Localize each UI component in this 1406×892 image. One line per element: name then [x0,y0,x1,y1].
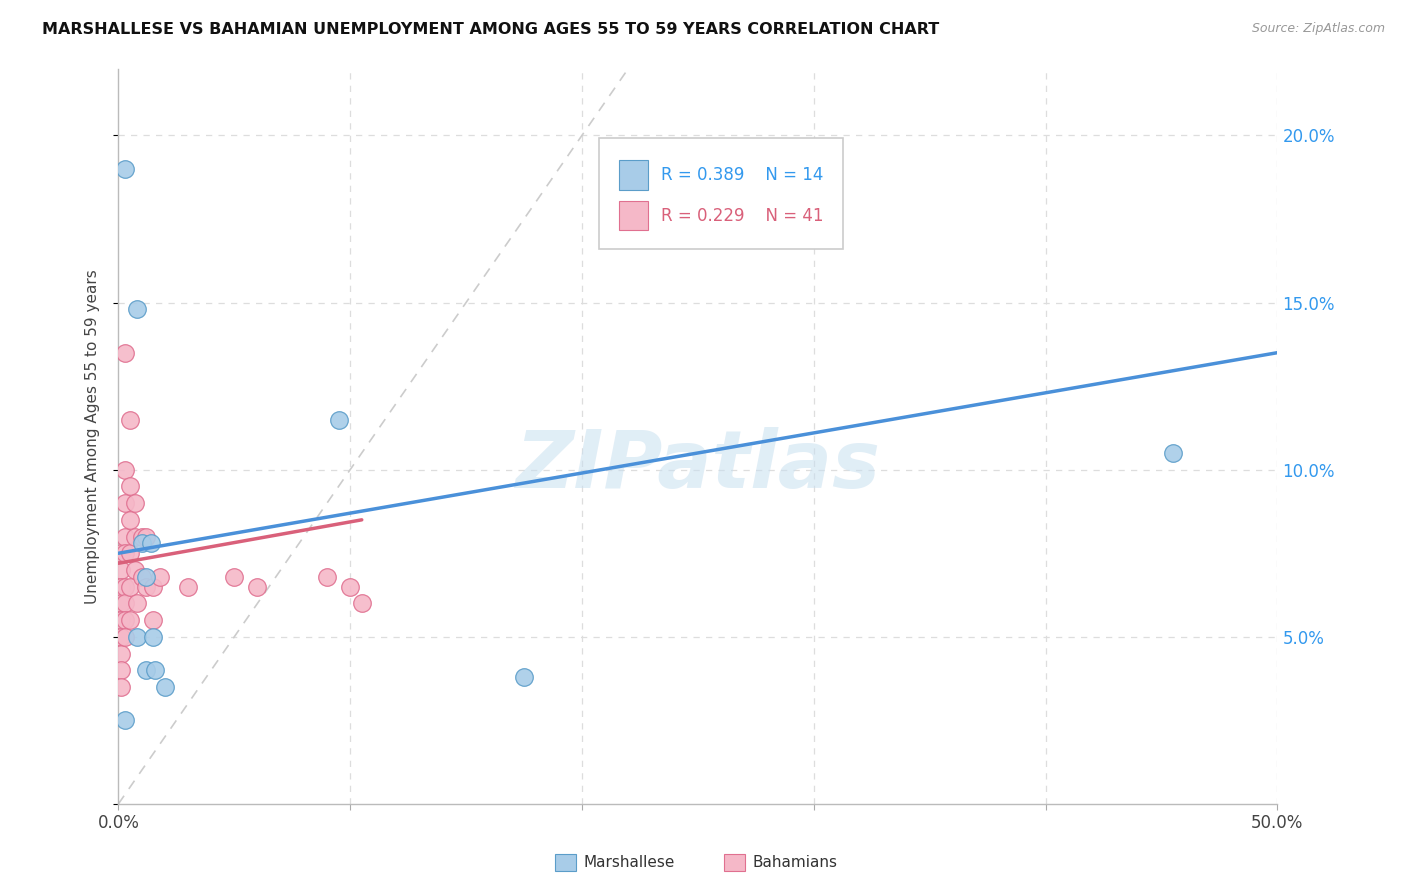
Point [124,530,146,544]
Point [131,569,153,583]
Point [131,530,153,544]
Point [124,563,146,577]
Text: ZIPatlas: ZIPatlas [516,426,880,505]
Point [124,496,146,510]
Point [110,613,132,627]
Point [114,714,136,728]
Point [153,680,176,694]
Point [110,580,132,594]
Text: MARSHALLESE VS BAHAMIAN UNEMPLOYMENT AMONG AGES 55 TO 59 YEARS CORRELATION CHART: MARSHALLESE VS BAHAMIAN UNEMPLOYMENT AMO… [42,22,939,37]
Text: Source: ZipAtlas.com: Source: ZipAtlas.com [1251,22,1385,36]
Point [125,302,148,317]
Point [118,479,141,493]
Point [145,663,167,677]
Text: R = 0.229    N = 41: R = 0.229 N = 41 [661,207,824,225]
Point [110,663,132,677]
Point [246,580,269,594]
Point [110,563,132,577]
Point [118,546,141,560]
Point [110,680,132,694]
Point [135,580,157,594]
Point [114,546,136,560]
Point [131,536,153,550]
Point [142,630,165,644]
Point [114,496,136,510]
Text: Bahamians: Bahamians [752,855,837,870]
Y-axis label: Unemployment Among Ages 55 to 59 years: Unemployment Among Ages 55 to 59 years [86,268,100,604]
Point [110,546,132,560]
Point [139,536,162,550]
Point [114,630,136,644]
Point [177,580,200,594]
Text: R = 0.389    N = 14: R = 0.389 N = 14 [661,166,823,184]
Point [328,412,350,426]
Bar [619,201,648,230]
Point [114,596,136,610]
FancyBboxPatch shape [599,138,842,249]
Point [135,569,157,583]
Point [110,596,132,610]
Point [149,569,172,583]
Text: Marshallese: Marshallese [583,855,675,870]
Point [135,663,157,677]
Point [316,569,339,583]
Point [114,345,136,359]
Point [350,596,373,610]
Point [142,580,165,594]
Point [224,569,246,583]
Point [110,647,132,661]
Point [125,596,148,610]
Point [1161,446,1184,460]
Point [110,630,132,644]
Point [114,613,136,627]
Point [339,580,361,594]
Point [114,161,136,176]
Point [142,613,165,627]
Point [114,463,136,477]
Bar [619,161,648,190]
Point [118,513,141,527]
Point [114,580,136,594]
Point [118,580,141,594]
Point [118,412,141,426]
Point [114,530,136,544]
Point [118,613,141,627]
Point [125,630,148,644]
Point [135,530,157,544]
Point [513,670,536,684]
